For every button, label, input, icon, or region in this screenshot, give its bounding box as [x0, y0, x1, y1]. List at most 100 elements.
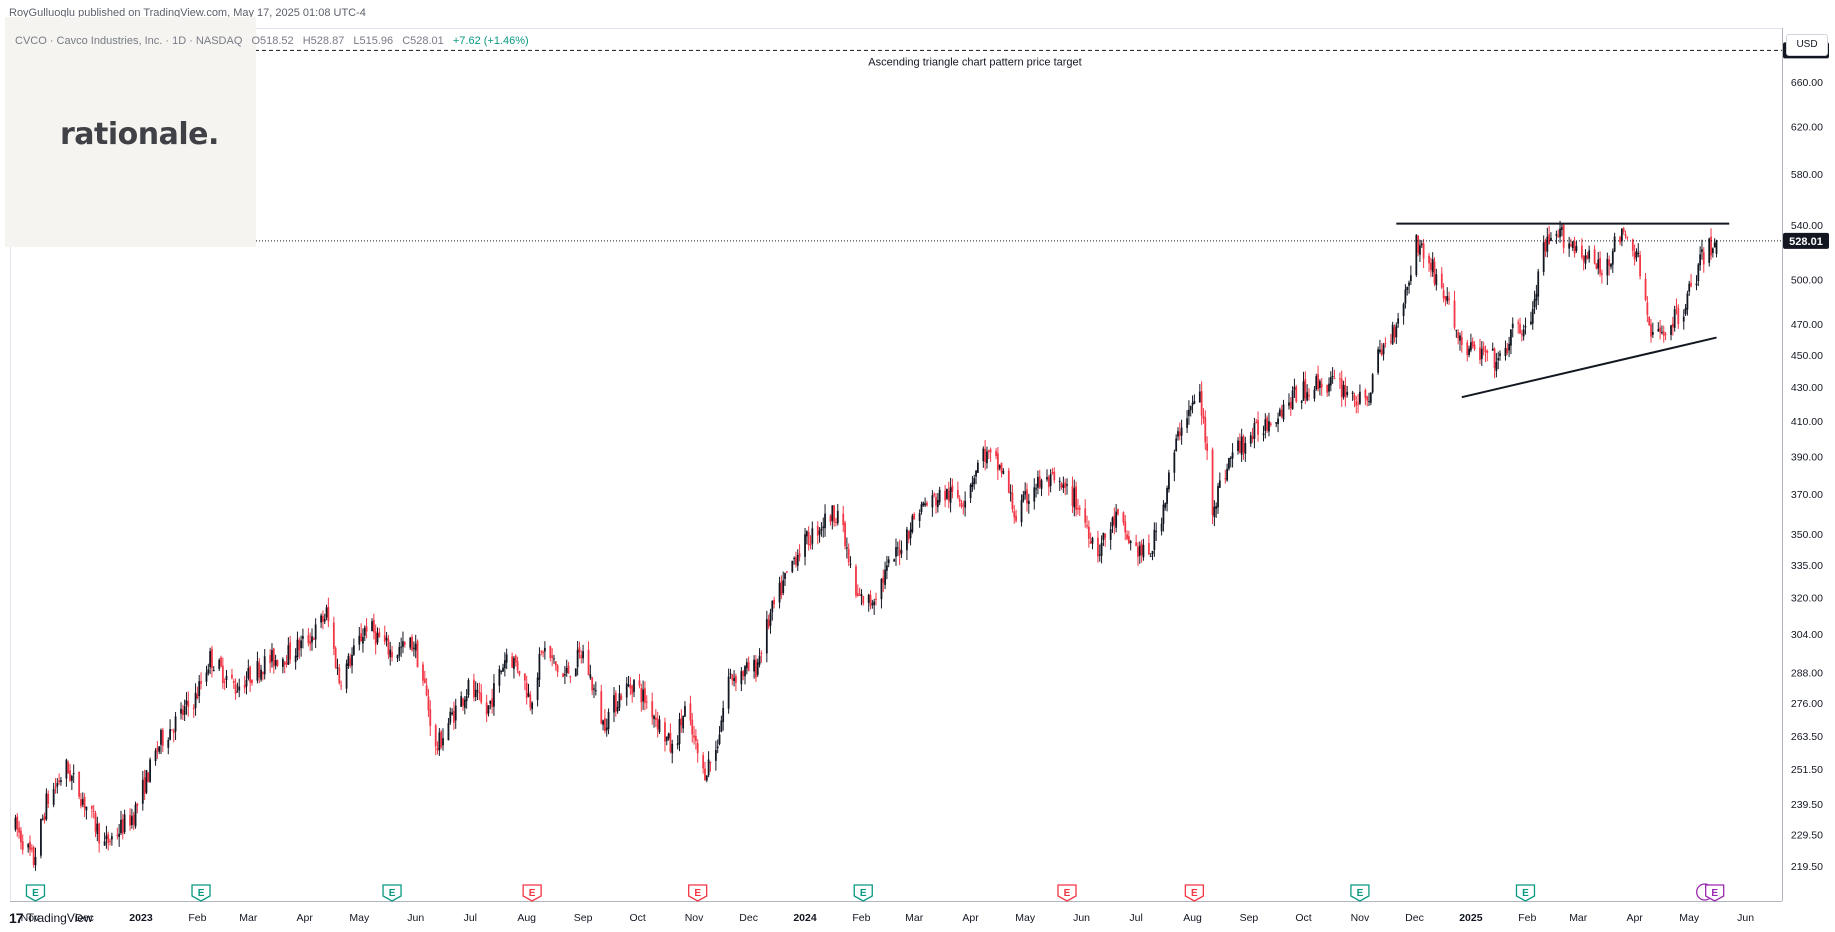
price-axis[interactable] [1782, 28, 1835, 901]
ohlc-low: L515.96 [353, 35, 394, 47]
candle-body [391, 651, 393, 658]
currency-button[interactable]: USD [1786, 34, 1828, 56]
candle-body [425, 685, 428, 696]
candle-body [1422, 243, 1425, 259]
candle-body [1429, 262, 1432, 270]
candle-body [871, 603, 874, 605]
earnings-marker-icon[interactable] [1350, 884, 1370, 902]
candle-body [1610, 263, 1612, 267]
candle-body [1499, 353, 1501, 356]
earnings-marker-icon[interactable] [25, 884, 46, 902]
candle-body [1670, 325, 1672, 335]
earnings-marker-icon[interactable] [1184, 884, 1205, 902]
price-tick-label: 304.00 [1791, 629, 1823, 641]
candle-body [1444, 296, 1447, 300]
candle-body [536, 677, 539, 701]
earnings-marker-icon[interactable] [382, 884, 402, 902]
candle-body [733, 678, 735, 682]
earnings-marker-icon[interactable] [1515, 884, 1536, 902]
earnings-marker-icon[interactable] [522, 884, 542, 902]
time-axis[interactable] [10, 901, 1782, 902]
candle-body [1639, 254, 1641, 277]
candle-body [913, 513, 916, 520]
candle-body [1459, 335, 1461, 341]
plot-area[interactable] [10, 28, 1782, 901]
earnings-marker-icon[interactable] [1057, 884, 1077, 902]
candle-body [602, 720, 604, 725]
candle-body [447, 723, 450, 741]
candle-body [1342, 384, 1345, 397]
candle-body [1344, 385, 1347, 398]
candle-body [453, 710, 455, 723]
candle-body [365, 626, 368, 632]
candle-body [171, 729, 173, 731]
earnings-marker-icon[interactable] [688, 884, 708, 902]
candle-body [1671, 323, 1674, 328]
candle-body [645, 701, 648, 703]
candle-body [360, 633, 363, 642]
candle-body [747, 662, 750, 672]
candle-body [136, 803, 139, 806]
candle-body [727, 676, 730, 709]
candle-body [1027, 500, 1030, 504]
support-trendline[interactable] [1461, 336, 1717, 399]
candle-body [1419, 245, 1421, 255]
candle-body [1511, 323, 1514, 328]
candle-body [718, 734, 721, 744]
candle-body [43, 816, 46, 821]
candle-body [311, 636, 313, 643]
candle-body [1473, 344, 1476, 350]
candle-body [1608, 259, 1611, 266]
candle-body [158, 746, 161, 752]
candle-body [1393, 327, 1396, 338]
candle-body [1215, 506, 1218, 509]
candle-body [773, 599, 776, 605]
candle-body [811, 528, 814, 544]
candle-body [1702, 252, 1705, 265]
candle-body [187, 700, 190, 707]
earnings-marker-icon[interactable] [853, 884, 873, 902]
candle-body [1428, 255, 1430, 264]
candle-body [1384, 343, 1387, 345]
candle-body [1482, 346, 1485, 350]
candle-body [234, 684, 237, 694]
candle-body [118, 833, 121, 837]
candle-body [192, 707, 195, 710]
candle-body [1164, 503, 1167, 508]
candle-body [946, 488, 948, 499]
candle-body [1147, 542, 1150, 555]
candle-body [132, 814, 135, 825]
symbol-line[interactable]: CVCO · Cavco Industries, Inc. · 1D · NAS… [15, 35, 243, 47]
candle-body [1568, 243, 1571, 249]
candle-body [631, 685, 634, 694]
candle-body [160, 729, 162, 745]
candle-body [298, 639, 301, 651]
candle-body [181, 709, 184, 716]
candle-body [363, 627, 366, 636]
candle-body [1058, 481, 1061, 483]
candle-body [312, 638, 315, 640]
candle-body [722, 708, 725, 723]
candle-body [1471, 341, 1474, 347]
candle-body [56, 782, 59, 787]
candle-body [593, 688, 595, 690]
candle-body [1522, 329, 1525, 337]
candle-body [594, 690, 597, 692]
earnings-marker-icon[interactable] [191, 884, 211, 902]
time-tick-label: Mar [239, 912, 258, 924]
candle-body [383, 635, 386, 642]
published-line: RoyGulluoglu published on TradingView.co… [9, 7, 366, 19]
candle-body [1491, 348, 1494, 351]
price-tick-label: 430.00 [1791, 382, 1823, 394]
candle-body [1673, 309, 1676, 328]
candle-body [694, 736, 697, 741]
candle-body [1051, 472, 1054, 474]
earnings-marker-icon[interactable] [1705, 884, 1725, 902]
candle-body [1391, 324, 1394, 344]
candle-body [1206, 443, 1209, 451]
candle-body [414, 643, 417, 651]
candle-body [1282, 404, 1285, 420]
candle-body [996, 453, 999, 471]
candle-body [849, 563, 852, 565]
